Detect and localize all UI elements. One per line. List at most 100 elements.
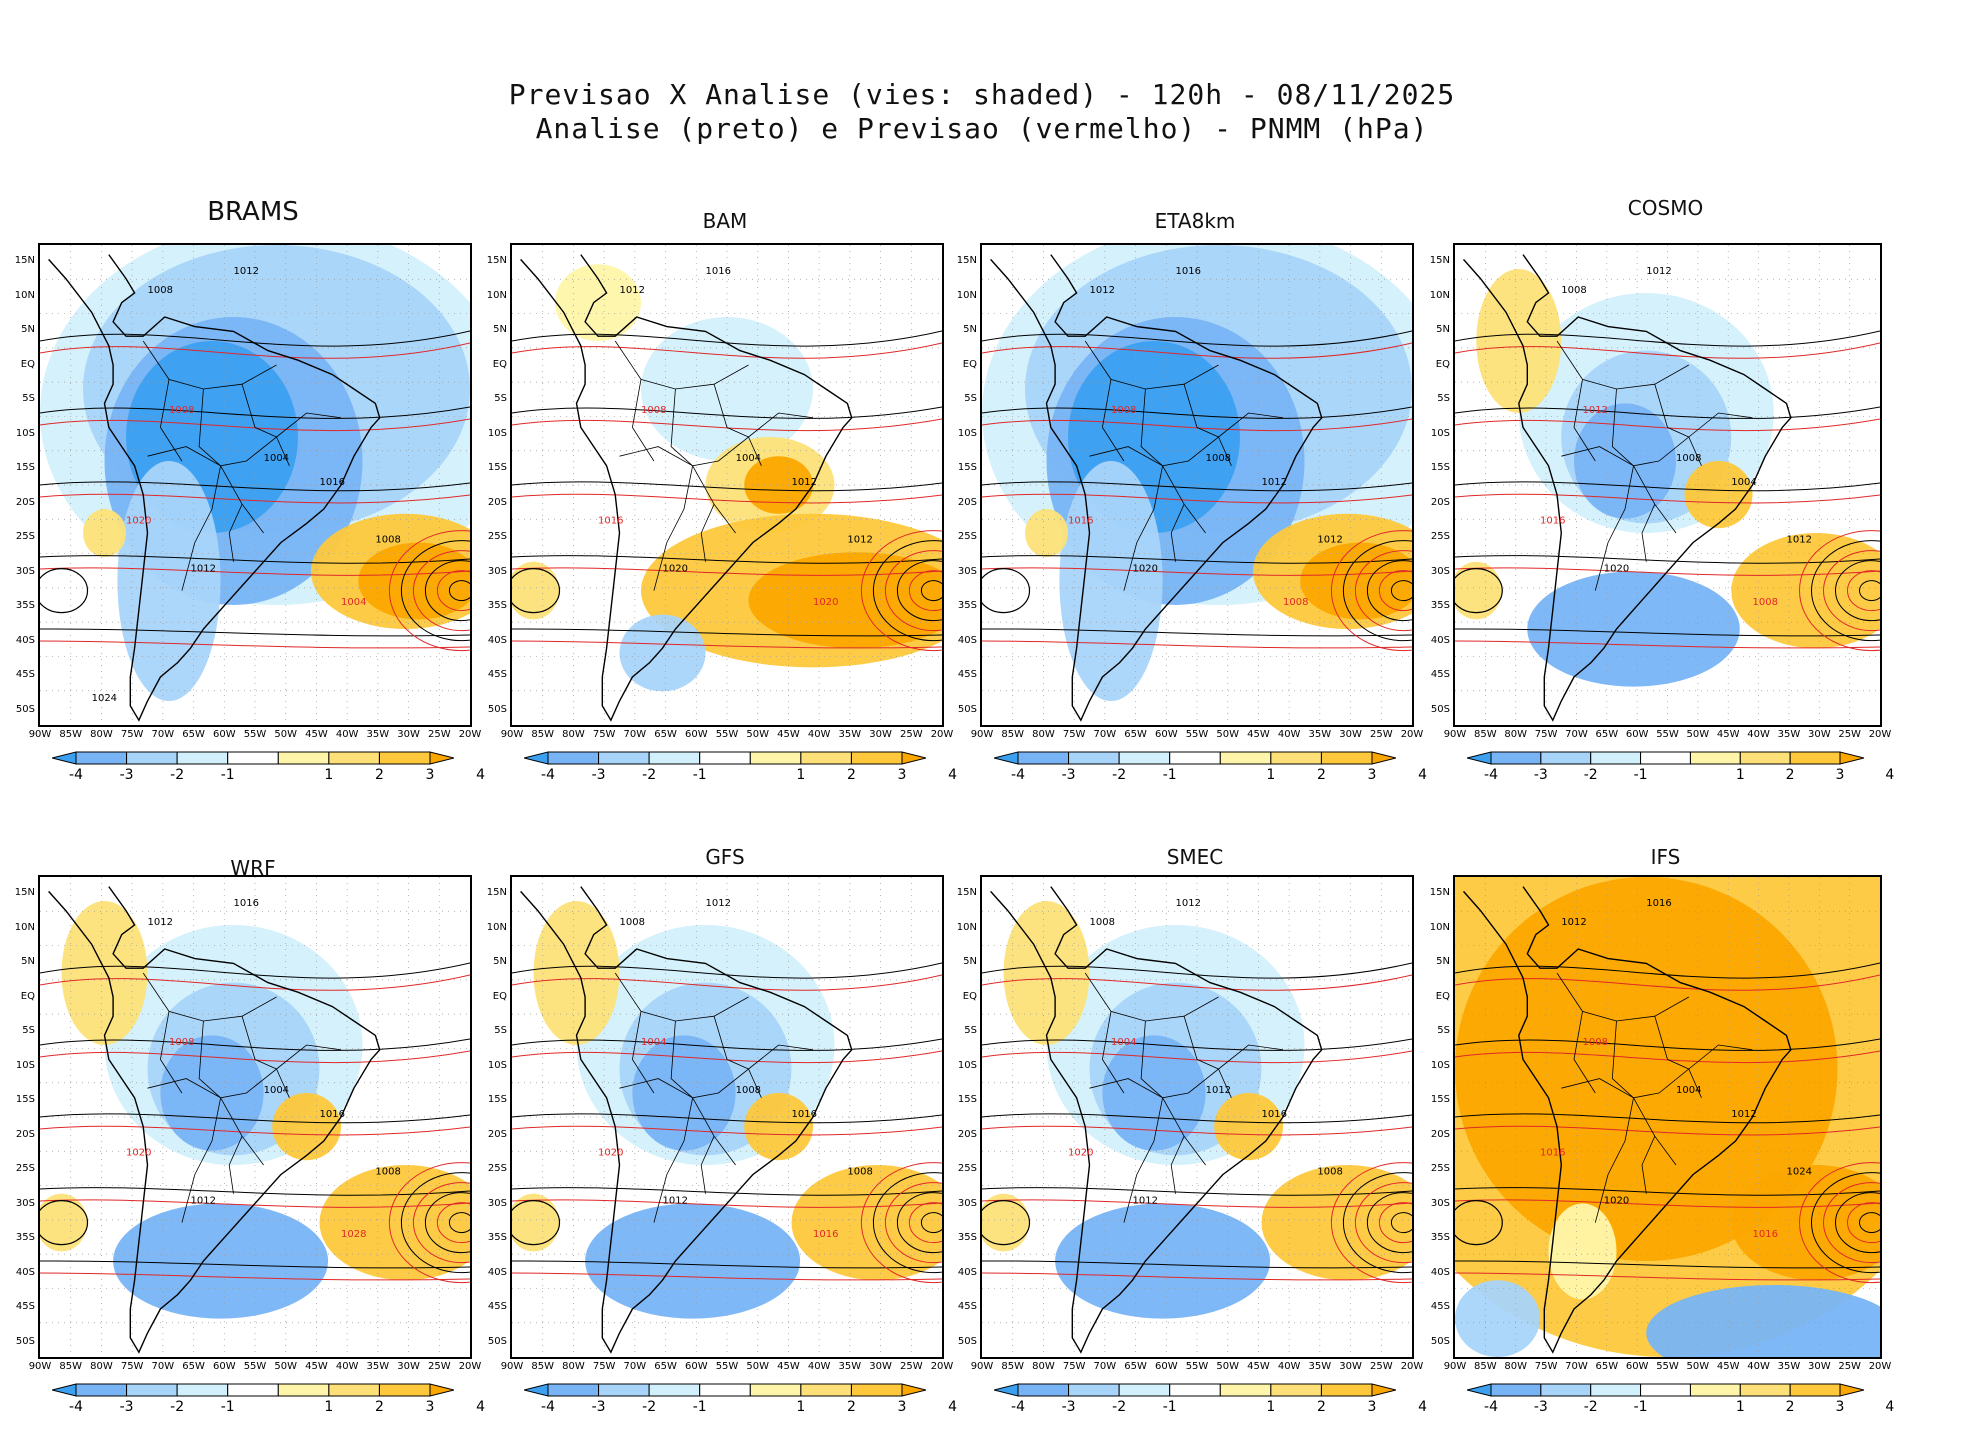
lon-tick-label: 40W — [335, 729, 359, 740]
forecast-isobar — [40, 342, 470, 359]
pressure-ring — [400, 540, 470, 642]
lat-tick-label: 45S — [15, 1301, 35, 1312]
forecast-isobar — [1455, 1272, 1880, 1281]
lon-tick-label: 60W — [212, 729, 236, 740]
colorbar-segment — [648, 1383, 701, 1397]
lon-tick-label: 55W — [1185, 1361, 1209, 1372]
contour-label: 1008 — [1753, 597, 1778, 608]
country-border — [1140, 388, 1232, 467]
contour-label: 1016 — [706, 266, 731, 277]
forecast-isobar — [40, 418, 470, 432]
country-border — [159, 379, 183, 462]
lat-tick-label: 45S — [957, 669, 977, 680]
lon-tick-label: 75W — [120, 1361, 144, 1372]
lat-tick-label: 30S — [487, 565, 507, 577]
colorbar-segment — [800, 1383, 852, 1397]
colorbar-label: 4 — [1885, 767, 1895, 783]
country-border — [228, 1136, 243, 1194]
bias-shading — [744, 456, 813, 514]
lon-tick-label: 80W — [90, 1361, 113, 1372]
colorbar — [524, 751, 926, 765]
contour-label: 1004 — [1731, 477, 1756, 488]
country-border — [181, 1097, 221, 1223]
country-border — [241, 384, 277, 438]
lon-tick-label: 85W — [531, 1361, 555, 1372]
colorbar-label: -2 — [642, 767, 657, 783]
colorbar-segment — [1017, 751, 1070, 765]
lat-tick-label: 25S — [15, 1163, 35, 1174]
colorbar-label: 4 — [1885, 1399, 1895, 1415]
forecast-isobar — [1455, 1199, 1880, 1208]
bias-shading — [1476, 269, 1562, 413]
lat-tick-label: 30S — [487, 1197, 507, 1209]
contour-label: 1008 — [169, 405, 194, 416]
colorbar-label: 2 — [374, 767, 384, 783]
lon-tick-label: 35W — [1777, 729, 1801, 740]
lat-tick-label: 15S — [15, 462, 35, 473]
contour-label: 1008 — [641, 405, 666, 416]
country-border — [614, 340, 749, 390]
lon-tick-label: 75W — [1534, 729, 1558, 740]
lat-tick-label: 5S — [494, 1025, 507, 1036]
lat-tick-label: 5S — [494, 393, 507, 404]
lat-tick-label: 10N — [486, 289, 507, 301]
contour-label: 1004 — [641, 1037, 666, 1048]
bias-shading — [585, 1203, 801, 1319]
colorbar-segment — [378, 751, 431, 765]
analysis-isobar — [512, 962, 942, 979]
colorbar-label: 2 — [1316, 767, 1326, 783]
lon-tick-label: 45W — [1247, 1361, 1270, 1372]
analysis-isobar — [40, 1187, 470, 1196]
lon-tick-label: 40W — [807, 729, 831, 740]
colorbar-label: -1 — [1162, 767, 1177, 783]
colorbar-label: -1 — [692, 1399, 707, 1415]
contour-label: 1012 — [191, 563, 216, 574]
pressure-ring — [412, 550, 470, 632]
pressure-ring — [1799, 530, 1880, 652]
lon-tick-label: 30W — [397, 729, 420, 740]
forecast-isobar — [982, 1272, 1412, 1281]
colorbar — [52, 751, 454, 765]
colorbar-label: 4 — [476, 767, 486, 783]
colorbar-label: -4 — [1011, 767, 1025, 783]
pressure-ring — [1455, 1200, 1503, 1246]
colorbar-label: 2 — [374, 1399, 384, 1415]
country-border — [1611, 1020, 1702, 1099]
colorbar-label: 2 — [846, 767, 856, 783]
contour-label: 1020 — [598, 1147, 623, 1158]
lon-tick-label: 40W — [1277, 729, 1301, 740]
lon-tick-label: 90W — [500, 729, 524, 740]
lat-tick-label: 25S — [487, 1163, 507, 1174]
analysis-isobar — [512, 1113, 942, 1124]
colorbar-label: 2 — [1785, 767, 1795, 783]
analysis-isobar — [1455, 555, 1880, 564]
lat-tick-label: 5S — [964, 393, 977, 404]
country-border — [1084, 972, 1219, 1022]
colorbar-segment — [1270, 1383, 1322, 1397]
contour-label: 1008 — [375, 1167, 400, 1178]
colorbar-label: 3 — [897, 1399, 907, 1415]
lon-tick-label: 65W — [182, 1361, 205, 1372]
map-svg: 1016 1012 1008 1004 1012 1016 1020 1012 1020 — [512, 245, 942, 725]
lon-tick-label: 80W — [1504, 729, 1528, 740]
pressure-ring — [1354, 1182, 1412, 1264]
colorbar-label: -3 — [119, 767, 134, 783]
contour-label: 1012 — [663, 1195, 688, 1206]
contour-label: 1012 — [620, 285, 645, 296]
map-svg: 1012 1008 1008 1004 1016 1020 1012 1008 1004 1024 — [40, 245, 470, 725]
lat-tick-label: 35S — [487, 1232, 507, 1243]
lon-tick-label: 80W — [1032, 1361, 1055, 1372]
contour-label: 1020 — [663, 563, 688, 574]
lat-tick-label: 10N — [956, 289, 977, 301]
forecast-isobar — [1455, 1050, 1880, 1064]
lon-tick-label: 85W — [59, 729, 83, 740]
lat-tick-label: 15N — [14, 887, 35, 898]
lon-tick-label: 20W — [1400, 729, 1424, 740]
pressure-ring — [908, 570, 942, 612]
country-border — [1573, 379, 1596, 462]
pressure-ring — [1847, 1202, 1880, 1244]
lon-tick-label: 65W — [1595, 729, 1619, 740]
colorbar-label: -4 — [1484, 767, 1498, 783]
colorbar-label: 1 — [1266, 1399, 1276, 1415]
contour-label: 1016 — [234, 898, 259, 909]
